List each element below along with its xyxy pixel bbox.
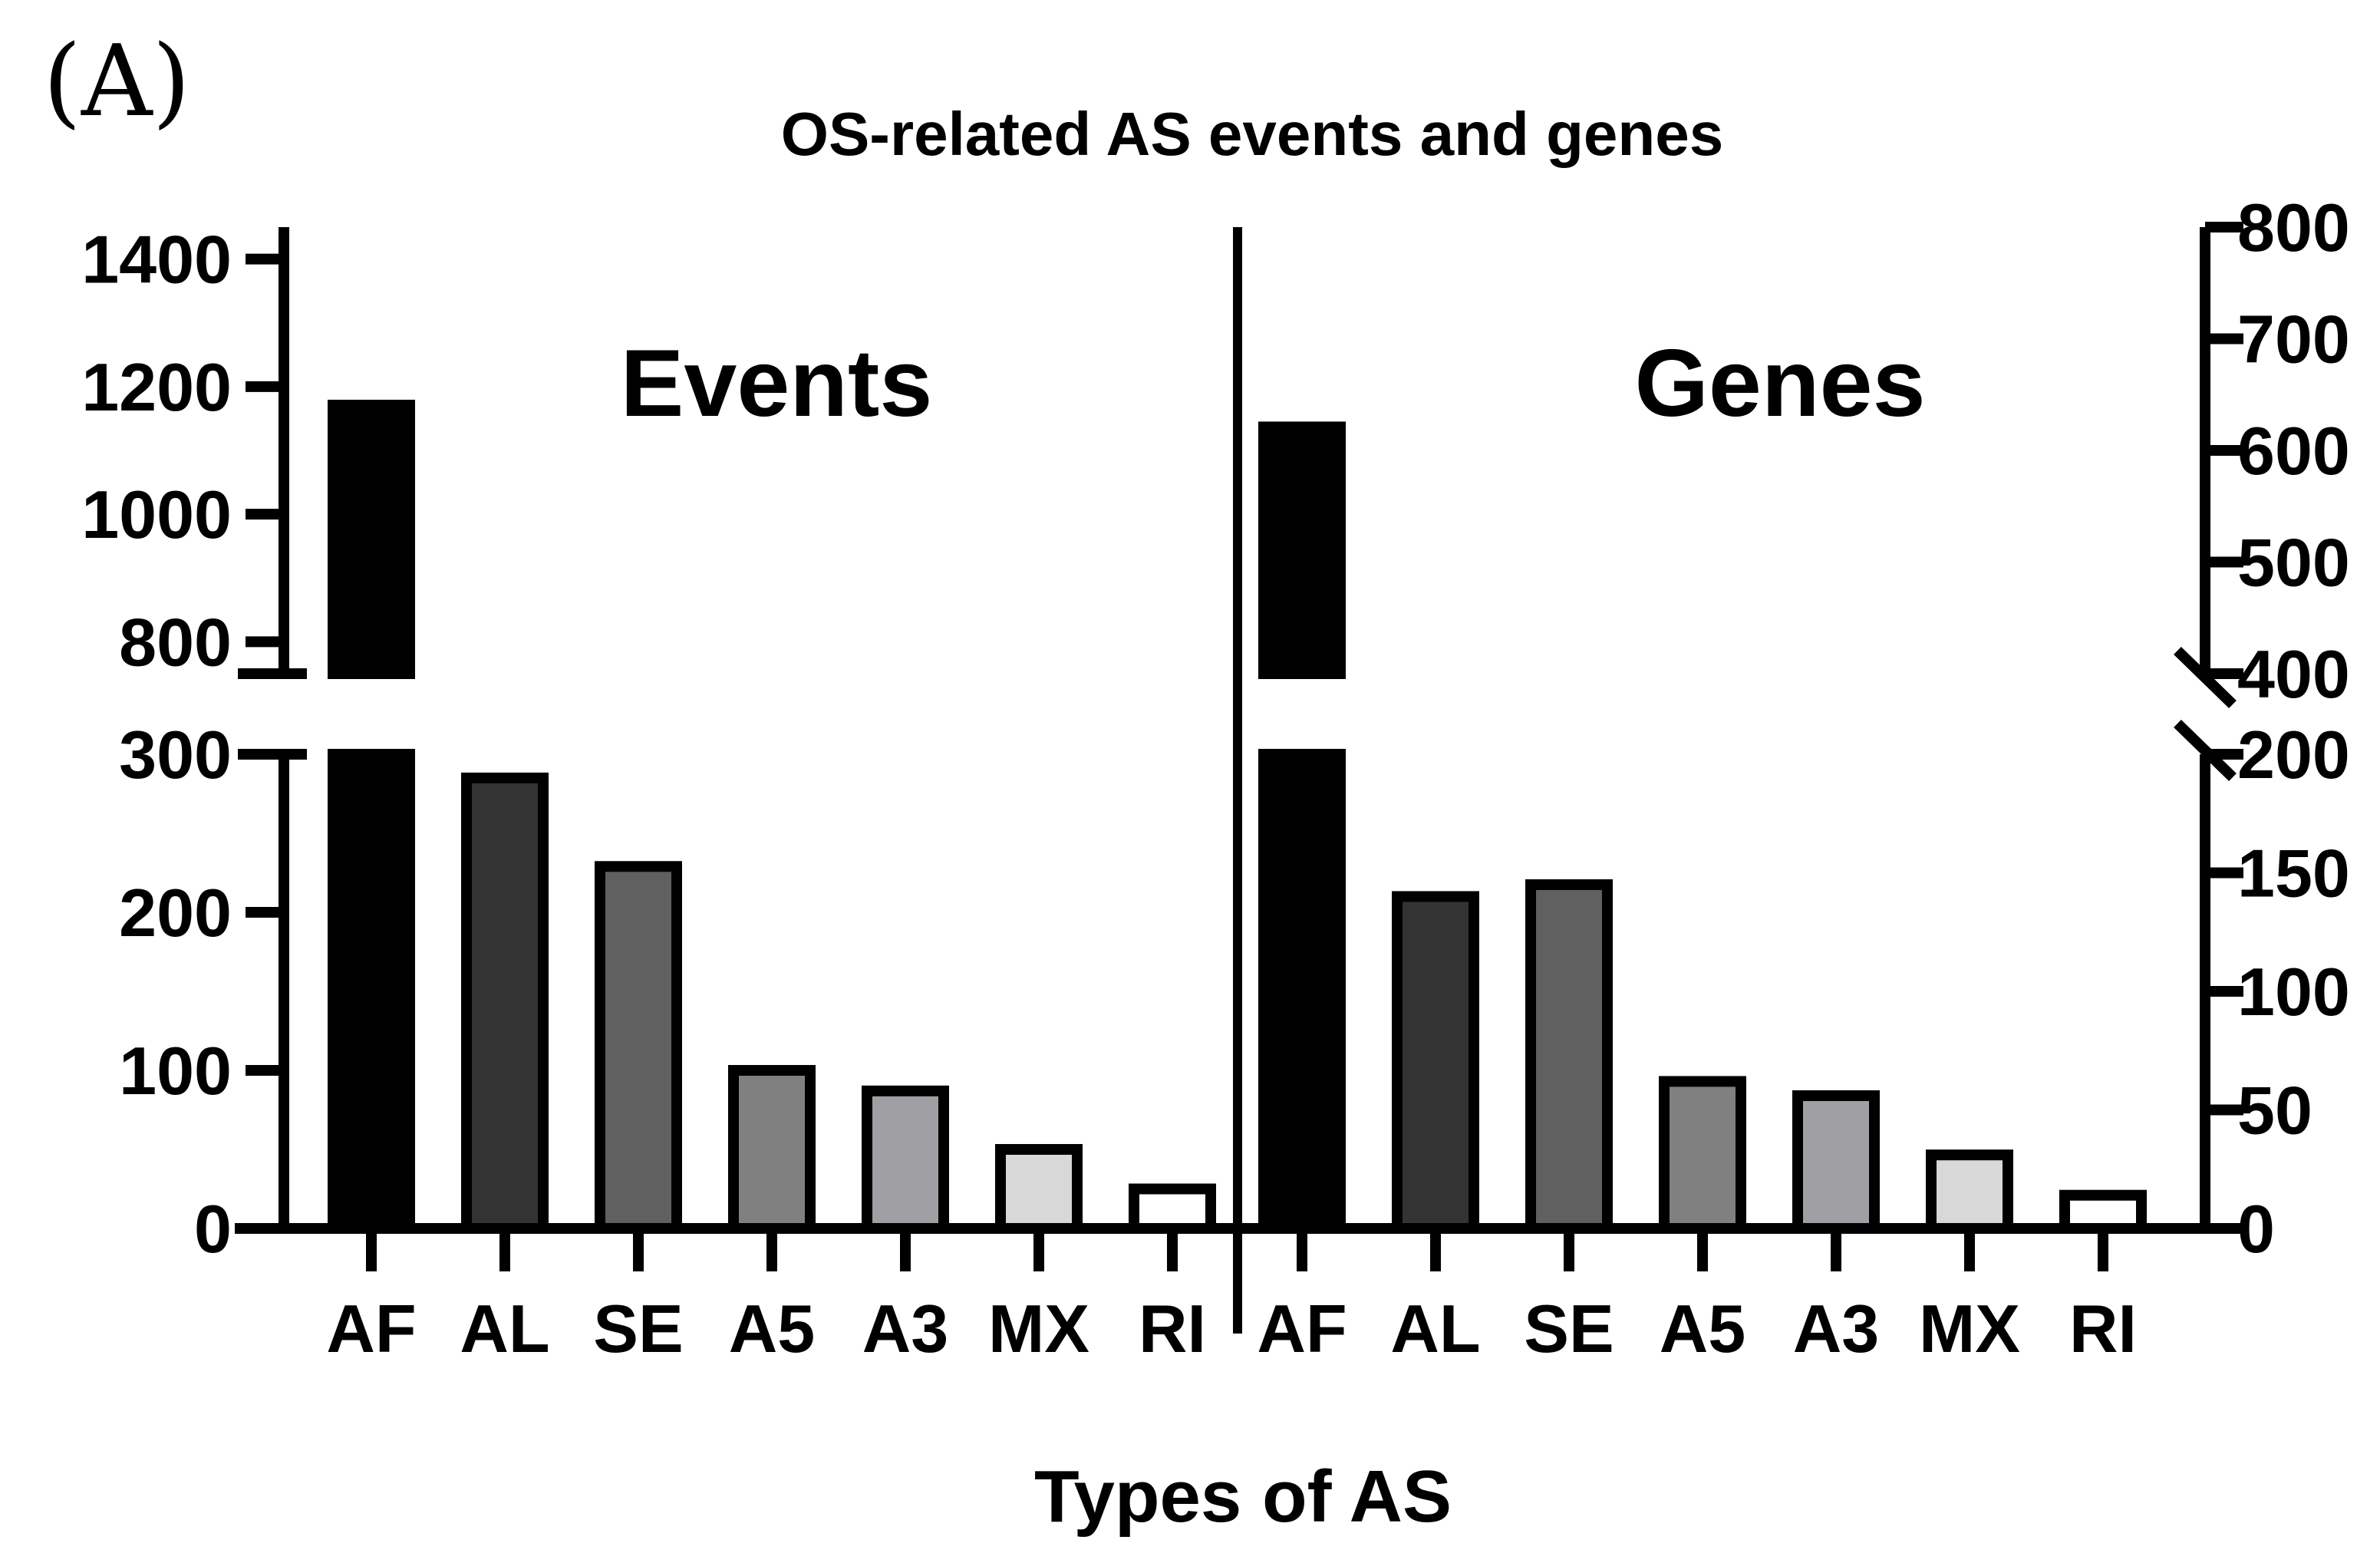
- events-bars: [328, 399, 1216, 1235]
- x-tick-label-a5: A5: [729, 1291, 816, 1367]
- x-tick-label-mx: MX: [1919, 1291, 2020, 1367]
- genes-panel-title: Genes: [1634, 331, 1925, 437]
- x-tick-label-se: SE: [593, 1291, 683, 1367]
- bar-al: [461, 772, 549, 1234]
- x-tick-label-al: AL: [460, 1291, 549, 1367]
- panel-label: (A): [43, 25, 190, 139]
- x-tick-label-af: AF: [1257, 1291, 1347, 1367]
- bar-mx: [995, 1144, 1083, 1234]
- y-tick-label: 200: [2237, 717, 2350, 793]
- x-tick-label-a3: A3: [862, 1291, 949, 1367]
- bar-af-upper: [328, 399, 415, 679]
- bar-a5: [728, 1065, 816, 1234]
- events-panel: 0 100 200 300 800 1000 1200 1400 Events: [81, 222, 1216, 1267]
- bar-se: [1525, 879, 1613, 1234]
- y-tick-label: 100: [119, 1033, 232, 1109]
- x-axis-title: Types of AS: [1034, 1456, 1452, 1538]
- y-tick-label: 150: [2237, 836, 2350, 912]
- bar-ri: [1129, 1183, 1216, 1234]
- y-tick-label: 400: [2237, 636, 2350, 712]
- events-panel-title: Events: [621, 331, 933, 437]
- bar-al: [1392, 891, 1479, 1235]
- bar-af-lower: [328, 749, 415, 1234]
- y-tick-label: 1200: [81, 349, 232, 425]
- bar-a3: [862, 1085, 949, 1235]
- left-y-axis: 0 100 200 300 800 1000 1200 1400: [81, 222, 307, 1267]
- x-tick-label-ri: RI: [2069, 1291, 2137, 1367]
- y-tick-label: 500: [2237, 525, 2350, 601]
- x-tick-label-se: SE: [1524, 1291, 1614, 1367]
- y-tick-label: 0: [2237, 1191, 2275, 1267]
- x-tick-label-af: AF: [326, 1291, 416, 1367]
- bar-af-upper: [1258, 421, 1346, 679]
- y-tick-label: 300: [119, 717, 232, 793]
- y-tick-label: 700: [2237, 302, 2350, 378]
- y-tick-label: 600: [2237, 413, 2350, 489]
- bar-a3: [1792, 1090, 1880, 1234]
- genes-bars: [1258, 421, 2147, 1235]
- x-tick-label-mx: MX: [988, 1291, 1089, 1367]
- y-tick-label: 1000: [81, 476, 232, 552]
- x-axis: AF AL SE A5 A3 MX RI AF AL SE A5 A3 MX RI: [235, 1223, 2233, 1367]
- x-tick-label-a5: A5: [1660, 1291, 1746, 1367]
- chart-title: OS-related AS events and genes: [781, 100, 1724, 168]
- y-tick-label: 1400: [81, 222, 232, 298]
- bar-af-lower: [1258, 749, 1346, 1234]
- x-tick-label-a3: A3: [1793, 1291, 1880, 1367]
- y-tick-label: 800: [119, 604, 232, 680]
- y-tick-label: 200: [119, 875, 232, 951]
- bar-mx: [1926, 1149, 2013, 1234]
- bar-a5: [1659, 1076, 1746, 1235]
- x-tick-label-al: AL: [1390, 1291, 1480, 1367]
- y-tick-label: 100: [2237, 954, 2350, 1030]
- x-tick-label-ri: RI: [1139, 1291, 1206, 1367]
- y-tick-label: 800: [2237, 190, 2350, 265]
- y-tick-label: 50: [2237, 1073, 2312, 1149]
- bar-se: [595, 861, 682, 1234]
- y-tick-label: 0: [194, 1191, 232, 1267]
